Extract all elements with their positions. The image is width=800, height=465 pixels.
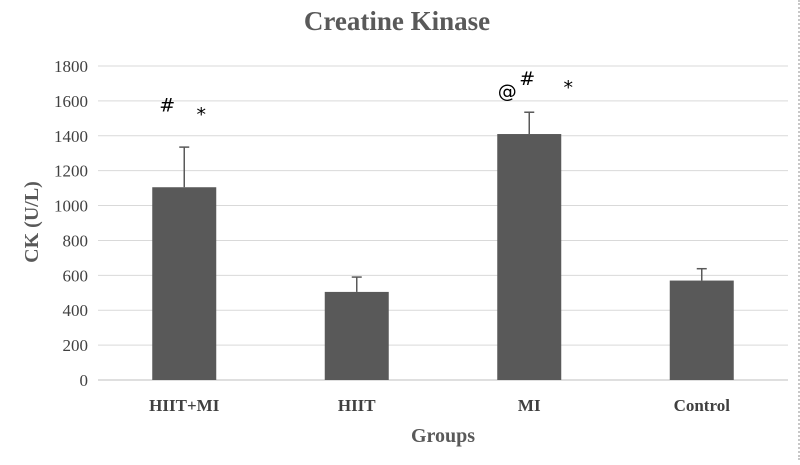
bar-hiit	[324, 291, 389, 380]
significance-marker: @	[498, 80, 517, 102]
bar-control	[669, 280, 734, 380]
y-axis-title: CK (U/L)	[21, 181, 43, 263]
significance-marker: *	[564, 77, 574, 99]
y-tick-label: 800	[63, 231, 89, 250]
y-tick-label: 1000	[54, 197, 88, 216]
y-tick-label: 400	[63, 301, 89, 320]
y-tick-label: 1800	[54, 57, 88, 76]
bars	[152, 134, 734, 380]
chart-title: Creatine Kinase	[304, 6, 490, 36]
x-category-labels: HIIT+MI HIIT MI Control	[149, 396, 730, 415]
x-category-label: HIIT+MI	[149, 396, 220, 415]
y-tick-label: 1200	[54, 162, 88, 181]
y-tick-label: 600	[63, 266, 89, 285]
y-tick-label: 1400	[54, 127, 88, 146]
significance-marker: #	[519, 68, 535, 90]
y-tick-label: 1600	[54, 92, 88, 111]
x-axis-title: Groups	[411, 425, 475, 447]
bar-hiit-mi	[152, 187, 217, 380]
bar-mi	[497, 134, 562, 380]
y-tick-label: 200	[63, 336, 89, 355]
y-tick-labels: 0 200 400 600 800 1000 1200 1400 1600 1800	[54, 57, 88, 390]
y-tick-label: 0	[80, 371, 89, 390]
x-category-label: Control	[674, 396, 731, 415]
significance-marker: *	[197, 104, 207, 126]
significance-annotations: # *@# *	[159, 68, 573, 126]
x-category-label: MI	[518, 396, 541, 415]
significance-marker: #	[159, 94, 175, 116]
x-category-label: HIIT	[338, 396, 376, 415]
error-bars	[179, 111, 707, 292]
page-edge-divider	[792, 0, 800, 460]
